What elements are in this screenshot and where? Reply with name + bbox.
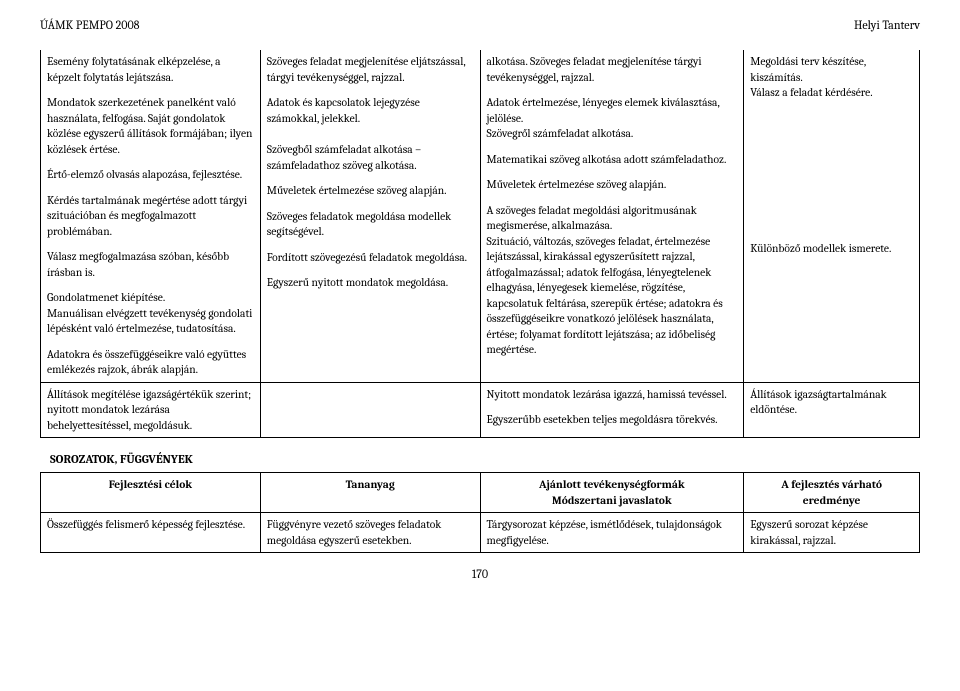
para: Egyszerű nyitott mondatok megoldása.	[267, 275, 474, 291]
th-line: Módszertani javaslatok	[552, 494, 672, 507]
para: Egyszerűbb esetekben teljes megoldásra t…	[487, 412, 738, 428]
cell2-c4: Egyszerű sorozat képzése kirakással, raj…	[744, 513, 920, 553]
para: Adatok és kapcsolatok lejegyzése számokk…	[267, 95, 474, 126]
para: Szövegről számfeladat alkotása.	[487, 126, 738, 142]
cell-r1c2: Szöveges feladat megjelenítése eljátszás…	[260, 50, 480, 382]
th-line: A fejlesztés várható	[781, 478, 882, 491]
para: A szöveges feladat megoldási algoritmusá…	[487, 203, 738, 234]
para: Fordított szövegezésű feladatok megoldás…	[267, 250, 474, 266]
cell-r2c1: Állítások megítélése igazságértékük szer…	[41, 382, 261, 438]
para: Nyitott mondatok lezárása igazzá, hamiss…	[487, 387, 738, 403]
para: Szöveges feladat megjelenítése eljátszás…	[267, 54, 474, 85]
section-title: SOROZATOK, FÜGGVÉNYEK	[50, 452, 920, 466]
cell-r1c3: alkotása. Szöveges feladat megjelenítése…	[480, 50, 744, 382]
cell2-c2: Függvényre vezető szöveges feladatok meg…	[260, 513, 480, 553]
para: Gondolatmenet kiépítése.	[47, 290, 254, 306]
th-activities: Ajánlott tevékenységformák Módszertani j…	[480, 473, 744, 513]
para: Mondatok szerkezetének panelként való ha…	[47, 95, 254, 157]
para: Műveletek értelmezése szöveg alapján.	[487, 177, 738, 193]
main-table: Esemény folytatásának elképzelése, a kép…	[40, 50, 920, 438]
para: Műveletek értelmezése szöveg alapján.	[267, 183, 474, 199]
cell2-c3: Tárgysorozat képzése, ismétlődések, tula…	[480, 513, 744, 553]
para: Matematikai szöveg alkotása adott számfe…	[487, 152, 738, 168]
th-goals: Fejlesztési célok	[41, 473, 261, 513]
para: Válasz a feladat kérdésére.	[750, 85, 913, 101]
para: Értő-elemző olvasás alapozása, fejleszté…	[47, 167, 254, 183]
th-results: A fejlesztés várható eredménye	[744, 473, 920, 513]
cell-r2c2	[260, 382, 480, 438]
second-table: Fejlesztési célok Tananyag Ajánlott tevé…	[40, 472, 920, 553]
page-number: 170	[40, 567, 920, 581]
cell-r2c4: Állítások igazságtartalmának eldöntése.	[744, 382, 920, 438]
para: Adatokra és összefüggéseikre való együtt…	[47, 347, 254, 378]
header-left: ÚÁMK PEMPO 2008	[40, 18, 139, 32]
cell-r1c4: Megoldási terv készítése, kiszámítás. Vá…	[744, 50, 920, 382]
th-line: eredménye	[803, 494, 861, 507]
para: Kérdés tartalmának megértése adott tárgy…	[47, 193, 254, 240]
para: Szöveges feladatok megoldása modellek se…	[267, 209, 474, 240]
th-line: Ajánlott tevékenységformák	[539, 478, 685, 491]
para: Állítások igazságtartalmának eldöntése.	[750, 387, 913, 418]
para: Esemény folytatásának elképzelése, a kép…	[47, 54, 254, 85]
cell2-c1: Összefüggés felismerő képesség fejleszté…	[41, 513, 261, 553]
header-right: Helyi Tanterv	[854, 18, 920, 32]
para: Megoldási terv készítése, kiszámítás.	[750, 54, 913, 85]
para: Manuálisan elvégzett tevékenység gondola…	[47, 306, 254, 337]
para: Szövegből számfeladat alkotása – számfel…	[267, 142, 474, 173]
cell-r2c3: Nyitott mondatok lezárása igazzá, hamiss…	[480, 382, 744, 438]
para: Különböző modellek ismerete.	[750, 241, 913, 257]
th-material: Tananyag	[260, 473, 480, 513]
para: Állítások megítélése igazságértékük szer…	[47, 387, 254, 434]
para: Válasz megfogalmazása szóban, később írá…	[47, 249, 254, 280]
para: Szituáció, változás, szöveges feladat, é…	[487, 234, 738, 358]
para: Adatok értelmezése, lényeges elemek kivá…	[487, 95, 738, 126]
cell-r1c1: Esemény folytatásának elképzelése, a kép…	[41, 50, 261, 382]
para: alkotása. Szöveges feladat megjelenítése…	[487, 54, 738, 85]
